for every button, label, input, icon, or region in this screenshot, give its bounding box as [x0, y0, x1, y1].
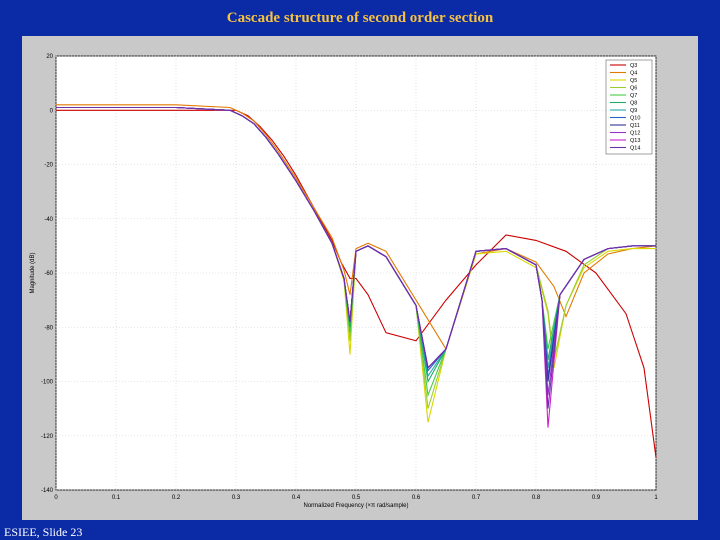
y-tick-label: -80 [44, 325, 53, 331]
x-tick-label: 0.2 [172, 495, 181, 501]
series-line-q4 [56, 104, 657, 351]
x-tick-label: 0.4 [292, 495, 301, 501]
magnitude-response-chart: 0 0.1 0.2 0.3 0.4 0.5 0.6 0.7 0.8 0.9 1 20 0 -20 -40 -6… [30, 54, 658, 509]
y-tick-label: -20 [44, 163, 53, 169]
figure-panel: 0 0.1 0.2 0.3 0.4 0.5 0.6 0.7 0.8 0.9 1 20 0 -20 -40 -6… [22, 36, 698, 520]
y-tick-label: 20 [46, 54, 53, 60]
legend-box [605, 59, 653, 155]
legend-label: Q10 [630, 116, 640, 122]
y-tick-label: -120 [41, 434, 54, 440]
legend-label: Q9 [630, 108, 637, 114]
x-tick-label: 0 [54, 495, 58, 501]
tick-labels: 0 0.1 0.2 0.3 0.4 0.5 0.6 0.7 0.8 0.9 1 20 0 -20 -40 -6… [41, 54, 658, 501]
legend-label: Q6 [630, 86, 637, 92]
y-tick-label: -140 [41, 488, 54, 494]
legend-label: Q3 [630, 63, 637, 69]
legend-label: Q5 [630, 78, 637, 84]
x-tick-label: 0.1 [112, 495, 121, 501]
legend-label: Q11 [630, 123, 640, 129]
x-tick-label: 0.8 [532, 495, 541, 501]
x-tick-label: 0.5 [352, 495, 361, 501]
series-lines [56, 104, 657, 458]
legend-label: Q13 [630, 138, 640, 144]
slide-footer: ESIEE, Slide 23 [4, 525, 83, 539]
x-tick-label: 0.7 [472, 495, 481, 501]
x-axis-label: Normalized Frequency (×π rad/sample) [303, 503, 408, 509]
y-tick-label: -60 [44, 271, 53, 277]
x-tick-label: 0.3 [232, 495, 241, 501]
x-tick-label: 0.6 [412, 495, 421, 501]
legend-label: Q14 [630, 146, 640, 152]
x-tick-label: 0.9 [592, 495, 601, 501]
y-tick-label: -100 [41, 380, 54, 386]
x-tick-label: 1 [654, 495, 658, 501]
y-tick-label: 0 [50, 108, 54, 114]
series-line-q14 [56, 106, 656, 409]
y-tick-label: -40 [44, 217, 53, 223]
y-axis-label: Magnitude (dB) [30, 252, 36, 293]
legend-label: Q7 [630, 93, 637, 99]
legend-label: Q8 [630, 101, 637, 107]
legend-label: Q12 [630, 131, 640, 137]
legend-label: Q4 [630, 71, 637, 77]
slide-title: Cascade structure of second order sectio… [226, 10, 494, 26]
